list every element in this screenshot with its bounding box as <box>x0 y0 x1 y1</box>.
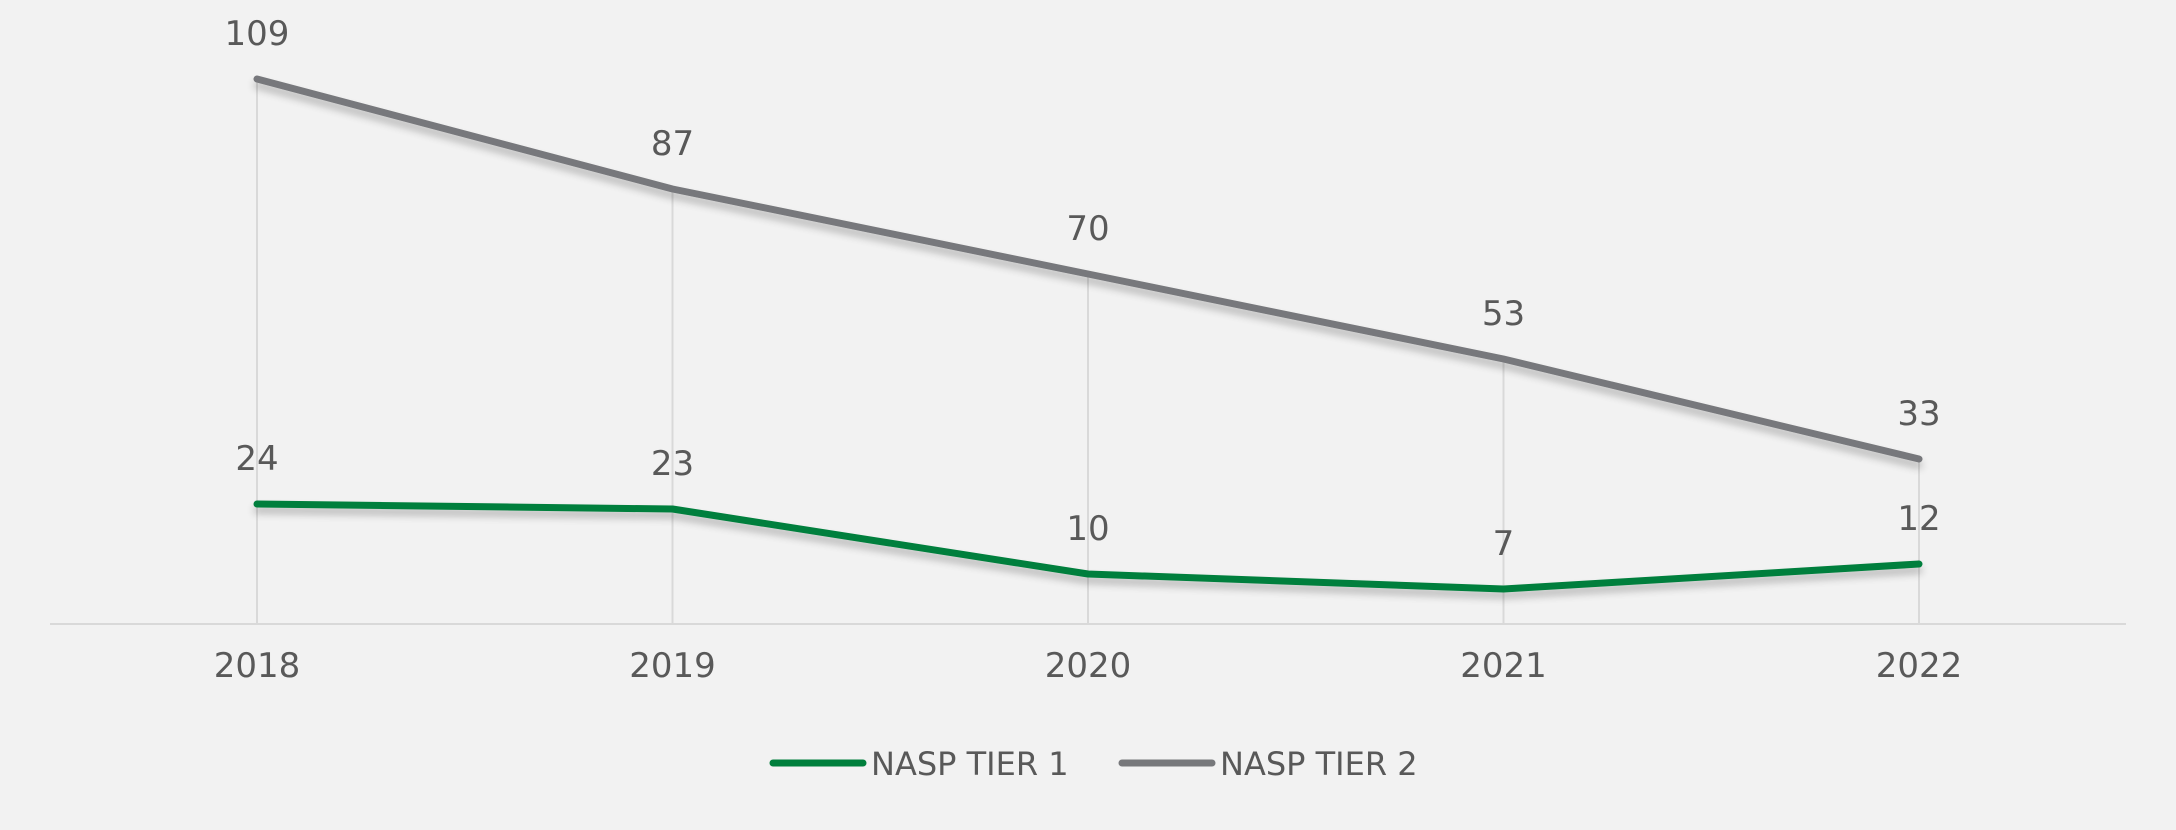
data-label-s2-2020: 70 <box>1066 209 1109 249</box>
data-label-s1-2019: 23 <box>651 444 694 484</box>
legend: NASP TIER 1 NASP TIER 2 <box>769 745 1418 783</box>
data-label-s1-2018: 24 <box>235 439 278 479</box>
data-label-s1-2020: 10 <box>1066 509 1109 549</box>
x-tick-label-2018: 2018 <box>214 646 301 686</box>
x-tick-label-2019: 2019 <box>629 646 716 686</box>
data-label-s2-2022: 33 <box>1897 394 1940 434</box>
data-label-s1-2021: 7 <box>1493 524 1515 564</box>
data-labels: 24 23 10 7 12 109 87 70 53 33 <box>225 14 1941 564</box>
x-tick-label-2020: 2020 <box>1045 646 1132 686</box>
gridlines <box>256 79 1920 624</box>
data-label-s2-2018: 109 <box>225 14 290 54</box>
legend-label-1: NASP TIER 1 <box>871 745 1069 783</box>
data-label-s2-2021: 53 <box>1482 294 1525 334</box>
data-label-s2-2019: 87 <box>651 124 694 164</box>
series-line-2 <box>253 75 1923 463</box>
series-line-1 <box>253 500 1923 593</box>
legend-label-2: NASP TIER 2 <box>1220 745 1418 783</box>
x-tick-labels: 2018 2019 2020 2021 2022 <box>214 646 1963 686</box>
x-tick-label-2021: 2021 <box>1460 646 1547 686</box>
x-tick-label-2022: 2022 <box>1876 646 1963 686</box>
series-lines <box>253 75 1923 593</box>
data-label-s1-2022: 12 <box>1897 499 1940 539</box>
